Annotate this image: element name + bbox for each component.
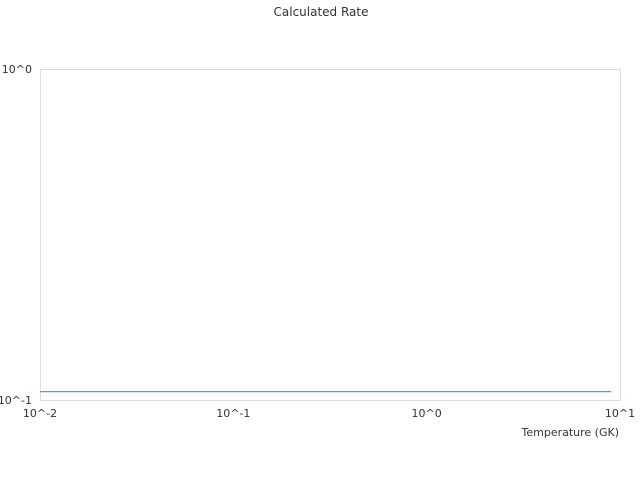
- x-tick-label: 10^0: [412, 407, 442, 420]
- x-tick-label: 10^1: [605, 407, 635, 420]
- y-tick-label: 10^-1: [0, 394, 32, 407]
- x-axis-label: Temperature (GK): [521, 426, 620, 439]
- y-tick-label: 10^0: [2, 63, 32, 76]
- x-tick-label: 10^-1: [216, 407, 250, 420]
- x-tick-label: 10^-2: [23, 407, 57, 420]
- plot-area: [40, 69, 621, 401]
- chart-title: Calculated Rate: [274, 5, 369, 19]
